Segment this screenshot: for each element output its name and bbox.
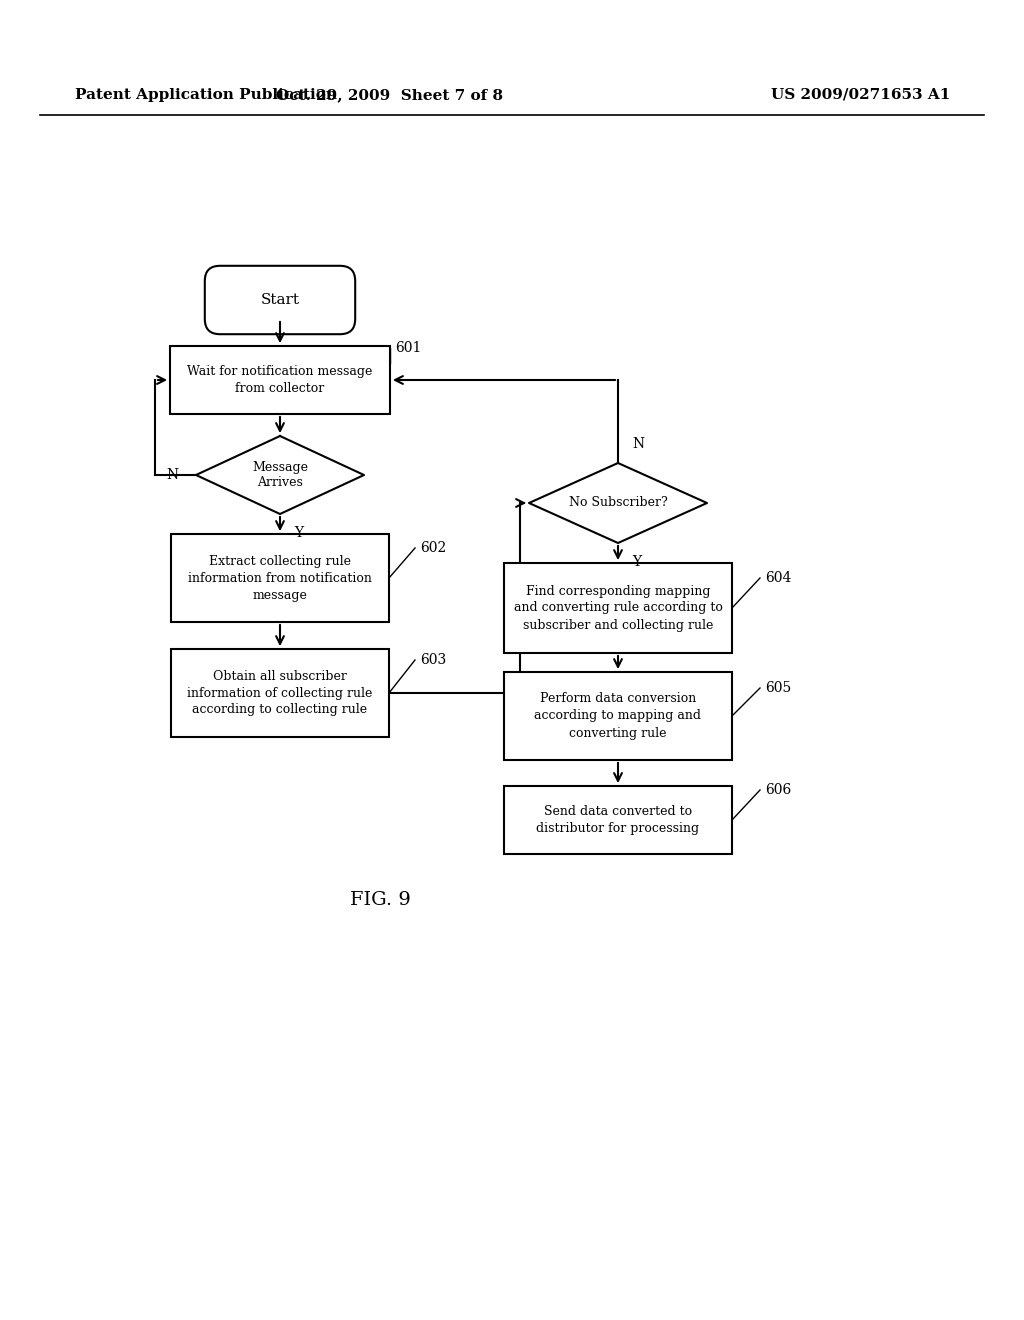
Text: 605: 605 xyxy=(765,681,792,696)
Text: 602: 602 xyxy=(420,541,446,554)
Bar xyxy=(171,535,389,622)
Text: FIG. 9: FIG. 9 xyxy=(349,891,411,909)
Text: Patent Application Publication: Patent Application Publication xyxy=(75,88,337,102)
Text: Find corresponding mapping
and converting rule according to
subscriber and colle: Find corresponding mapping and convertin… xyxy=(514,585,723,631)
Polygon shape xyxy=(529,463,707,543)
Text: 601: 601 xyxy=(395,341,421,355)
Bar xyxy=(170,346,390,414)
Text: 604: 604 xyxy=(765,572,792,585)
Text: Obtain all subscriber
information of collecting rule
according to collecting rul: Obtain all subscriber information of col… xyxy=(187,669,373,717)
Text: Y: Y xyxy=(294,525,303,540)
Text: N: N xyxy=(166,469,178,482)
Text: 606: 606 xyxy=(765,783,792,797)
Text: US 2009/0271653 A1: US 2009/0271653 A1 xyxy=(771,88,950,102)
Text: No Subscriber?: No Subscriber? xyxy=(568,496,668,510)
Text: 603: 603 xyxy=(420,653,446,667)
Text: N: N xyxy=(632,437,644,451)
Text: Send data converted to
distributor for processing: Send data converted to distributor for p… xyxy=(537,805,699,836)
Text: Start: Start xyxy=(260,293,299,308)
Text: Oct. 29, 2009  Sheet 7 of 8: Oct. 29, 2009 Sheet 7 of 8 xyxy=(276,88,504,102)
Polygon shape xyxy=(196,436,364,513)
Bar xyxy=(504,785,732,854)
Text: Y: Y xyxy=(632,554,641,569)
Text: Extract collecting rule
information from notification
message: Extract collecting rule information from… xyxy=(188,554,372,602)
FancyBboxPatch shape xyxy=(205,265,355,334)
Bar xyxy=(504,564,732,653)
Text: Wait for notification message
from collector: Wait for notification message from colle… xyxy=(187,366,373,395)
Text: Message
Arrives: Message Arrives xyxy=(252,461,308,490)
Text: Perform data conversion
according to mapping and
converting rule: Perform data conversion according to map… xyxy=(535,693,701,739)
Bar xyxy=(504,672,732,760)
Bar xyxy=(171,649,389,737)
